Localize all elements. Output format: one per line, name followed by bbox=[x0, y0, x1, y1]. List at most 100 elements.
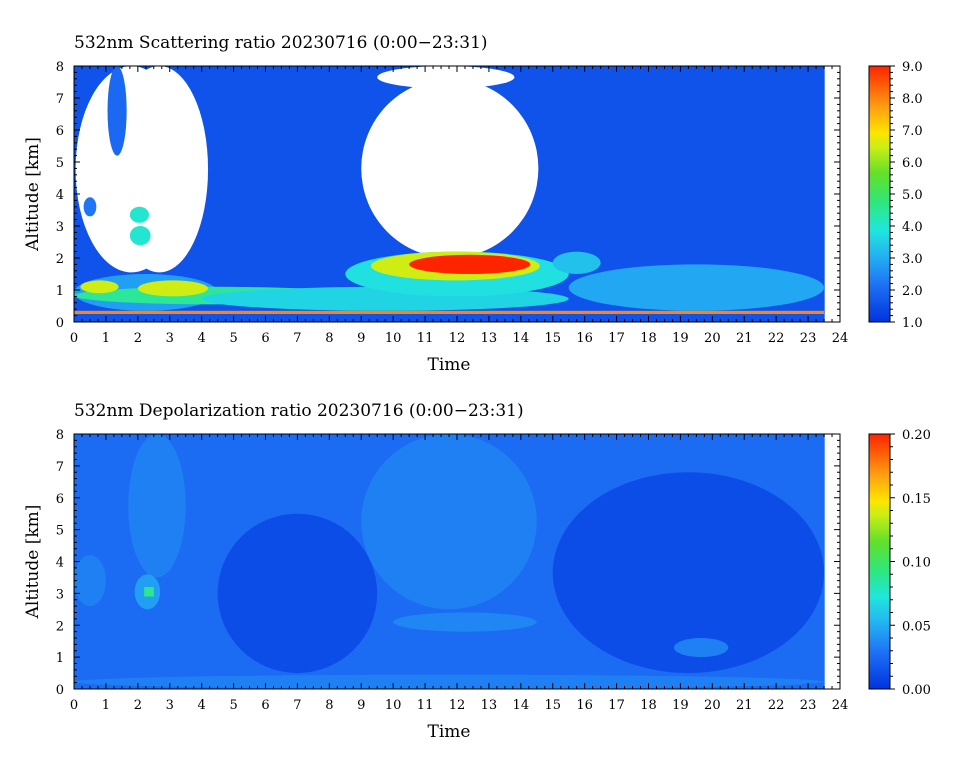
x-tick-label: 0 bbox=[70, 698, 78, 713]
no-data-region-4 bbox=[377, 66, 515, 89]
colorbar: 1.0 2.0 3.0 4.0 5.0 6.0 7.0 8.0 9.0 bbox=[868, 60, 923, 331]
x-tick-label: 10 bbox=[385, 331, 402, 346]
x-tick-label: 5 bbox=[229, 698, 237, 713]
x-tick-label: 15 bbox=[544, 698, 561, 713]
value-region-11 bbox=[80, 280, 119, 294]
colorbar-tick-label: 0.20 bbox=[902, 428, 931, 443]
x-tick-label: 19 bbox=[672, 331, 689, 346]
x-tick-label: 18 bbox=[640, 698, 657, 713]
x-axis-label: Time bbox=[428, 355, 471, 375]
colorbar-bar bbox=[868, 65, 891, 323]
x-tick-label: 8 bbox=[325, 698, 333, 713]
x-tick-label: 1 bbox=[102, 698, 110, 713]
y-tick-label: 4 bbox=[56, 188, 64, 203]
value-region-10 bbox=[674, 638, 729, 658]
x-tick-label: 24 bbox=[832, 698, 849, 713]
x-tick-label: 24 bbox=[832, 331, 849, 346]
chart-title: 532nm Scattering ratio 20230716 (0:00−23… bbox=[74, 33, 488, 53]
x-tick-label: 21 bbox=[736, 698, 753, 713]
x-tick-label: 19 bbox=[672, 698, 689, 713]
value-region-12 bbox=[137, 280, 209, 297]
value-region-6 bbox=[83, 197, 97, 217]
x-tick-label: 23 bbox=[800, 331, 817, 346]
x-tick-label: 20 bbox=[704, 331, 721, 346]
colorbar-tick-label: 2.0 bbox=[902, 284, 923, 299]
x-tick-label: 17 bbox=[608, 331, 625, 346]
x-tick-label: 9 bbox=[357, 331, 365, 346]
value-region-4 bbox=[361, 434, 537, 610]
x-tick-label: 13 bbox=[481, 698, 498, 713]
value-region-17 bbox=[552, 251, 601, 274]
value-region-18 bbox=[568, 264, 825, 311]
x-tick-label: 21 bbox=[736, 331, 753, 346]
x-tick-label: 10 bbox=[385, 698, 402, 713]
value-region-7 bbox=[129, 206, 150, 223]
colorbar-tick-label: 0.05 bbox=[902, 619, 931, 634]
x-tick-label: 1 bbox=[102, 331, 110, 346]
y-tick-label: 5 bbox=[56, 524, 64, 539]
y-tick-label: 7 bbox=[56, 460, 64, 475]
x-tick-label: 14 bbox=[513, 331, 530, 346]
y-tick-label: 8 bbox=[56, 428, 64, 443]
x-tick-label: 16 bbox=[576, 331, 593, 346]
colorbar-tick-label: 6.0 bbox=[902, 156, 923, 171]
colorbar-tick-label: 4.0 bbox=[902, 220, 923, 235]
colorbar-tick-label: 9.0 bbox=[902, 60, 923, 75]
y-tick-label: 3 bbox=[56, 587, 64, 602]
x-tick-label: 16 bbox=[576, 698, 593, 713]
x-tick-label: 12 bbox=[449, 698, 466, 713]
plot-area bbox=[74, 434, 825, 689]
no-data-region-3 bbox=[361, 78, 539, 259]
y-tick-label: 6 bbox=[56, 124, 64, 139]
x-tick-label: 11 bbox=[417, 331, 434, 346]
value-region-2 bbox=[552, 472, 825, 674]
colorbar-bar bbox=[868, 433, 891, 690]
x-tick-label: 5 bbox=[229, 331, 237, 346]
y-tick-label: 4 bbox=[56, 556, 64, 571]
colorbar-tick-label: 0.15 bbox=[902, 492, 931, 507]
plot-area bbox=[74, 66, 825, 322]
x-tick-label: 2 bbox=[134, 698, 142, 713]
x-tick-label: 3 bbox=[166, 331, 174, 346]
y-tick-label: 0 bbox=[56, 683, 64, 698]
colorbar-tick-label: 8.0 bbox=[902, 92, 923, 107]
colorbar-tick-label: 3.0 bbox=[902, 252, 923, 267]
x-tick-label: 2 bbox=[134, 331, 142, 346]
value-region-3 bbox=[128, 434, 186, 578]
value-region-9 bbox=[74, 674, 825, 689]
x-tick-label: 6 bbox=[261, 331, 269, 346]
y-axis-label: Altitude [km] bbox=[23, 137, 43, 252]
y-axis-label: Altitude [km] bbox=[23, 505, 43, 620]
x-tick-label: 18 bbox=[640, 331, 657, 346]
x-tick-label: 8 bbox=[325, 331, 333, 346]
y-tick-label: 2 bbox=[56, 619, 64, 634]
y-tick-label: 7 bbox=[56, 92, 64, 107]
x-tick-label: 7 bbox=[293, 331, 301, 346]
x-tick-label: 9 bbox=[357, 698, 365, 713]
x-tick-label: 23 bbox=[800, 698, 817, 713]
x-tick-label: 11 bbox=[417, 698, 434, 713]
x-axis-label: Time bbox=[428, 722, 471, 742]
x-tick-label: 22 bbox=[768, 698, 785, 713]
y-tick-label: 3 bbox=[56, 220, 64, 235]
value-region-7 bbox=[144, 587, 154, 597]
colorbar-tick-label: 0.00 bbox=[902, 683, 931, 698]
y-tick-label: 2 bbox=[56, 252, 64, 267]
value-region-8 bbox=[393, 612, 537, 632]
value-region-8 bbox=[129, 226, 151, 246]
chart-panel-2: 532nm Depolarization ratio 20230716 (0:0… bbox=[23, 401, 931, 742]
colorbar-tick-label: 0.10 bbox=[902, 556, 931, 571]
y-tick-label: 0 bbox=[56, 316, 64, 331]
value-region-19 bbox=[74, 310, 825, 314]
y-tick-label: 5 bbox=[56, 156, 64, 171]
value-region-16 bbox=[409, 254, 531, 274]
value-region-1 bbox=[217, 513, 378, 674]
colorbar-tick-label: 5.0 bbox=[902, 188, 923, 203]
x-tick-label: 15 bbox=[544, 331, 561, 346]
colorbar-tick-label: 7.0 bbox=[902, 124, 923, 139]
x-tick-label: 3 bbox=[166, 698, 174, 713]
x-tick-label: 0 bbox=[70, 331, 78, 346]
x-tick-label: 14 bbox=[513, 698, 530, 713]
